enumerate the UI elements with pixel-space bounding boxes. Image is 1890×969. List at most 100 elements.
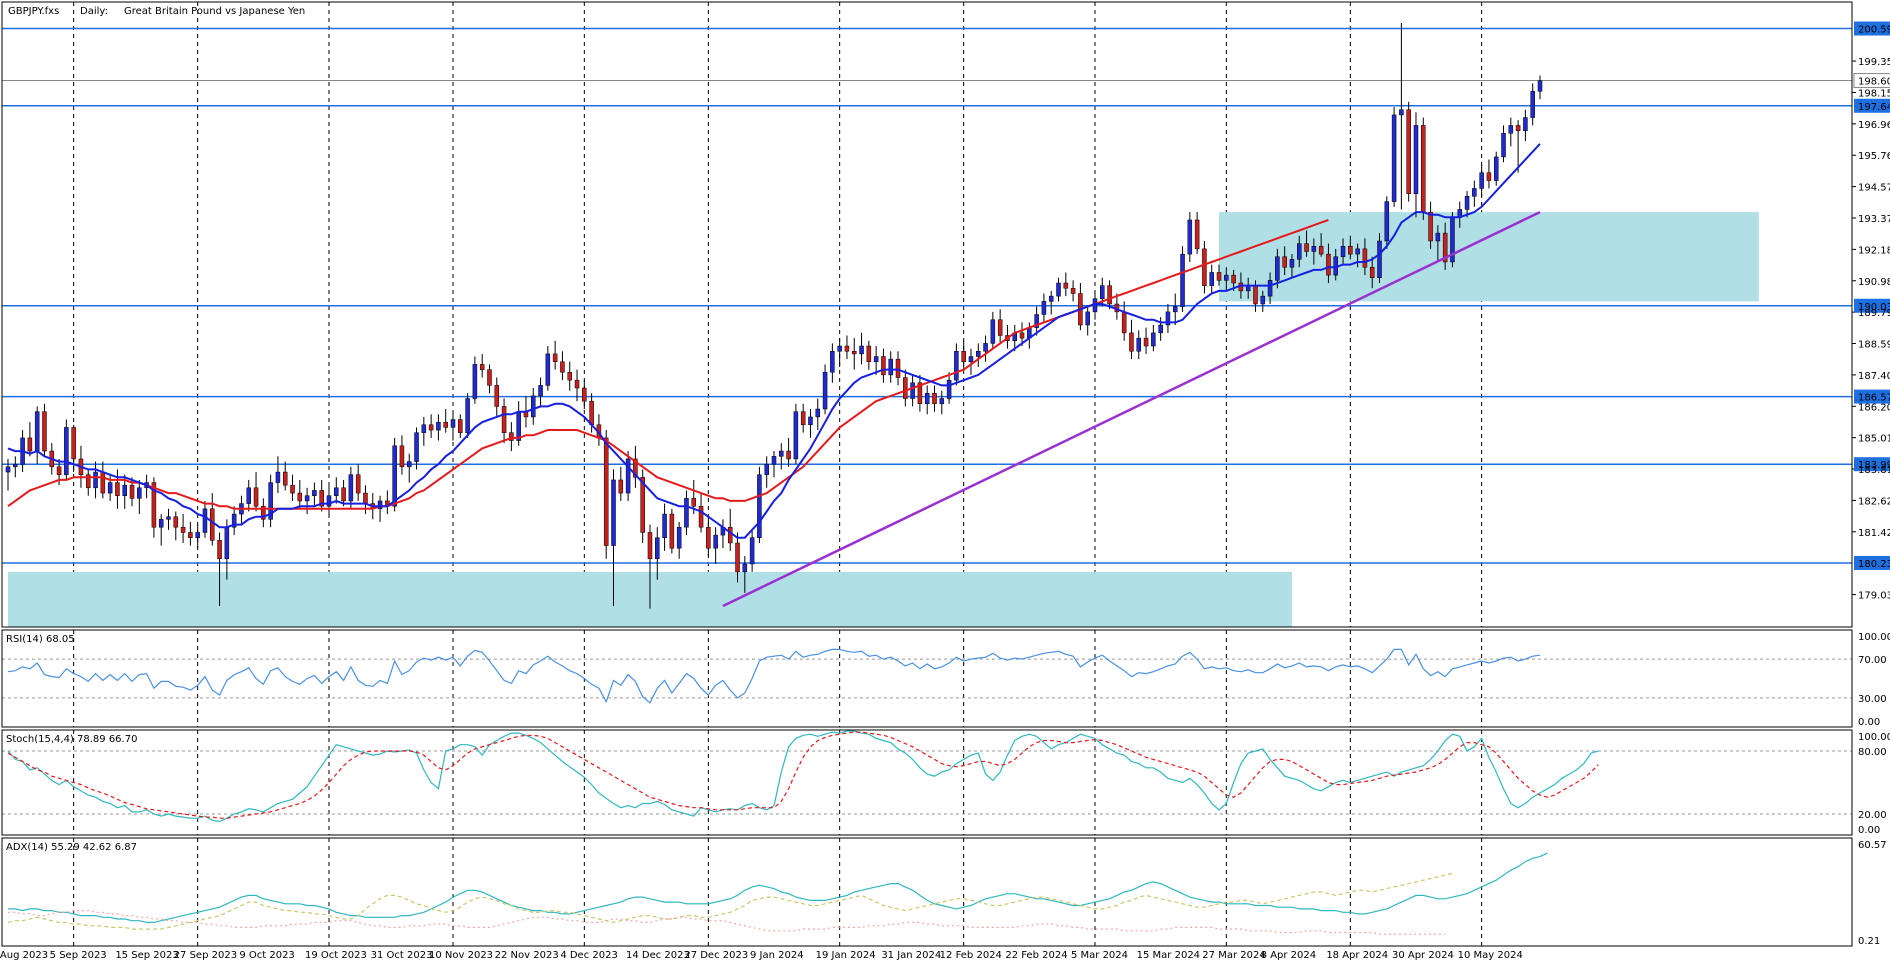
candle-bear	[56, 466, 62, 475]
candle-bear	[1486, 172, 1492, 181]
x-tick-label: 27 Dec 2023	[684, 950, 748, 961]
candle-bear	[932, 393, 937, 405]
candle-bear	[881, 356, 886, 376]
candle-bear	[1202, 248, 1207, 286]
candle-bear	[42, 411, 47, 452]
candle-bear	[1019, 332, 1025, 339]
indicator-y-tick: 0.00	[1858, 717, 1880, 728]
candle-bull	[779, 450, 784, 457]
indicator-title: ADX(14) 55.29 42.62 6.87	[6, 842, 137, 853]
candle-bull	[1508, 125, 1514, 134]
panel-frame-2	[1, 729, 1853, 836]
candle-bear	[1129, 332, 1134, 352]
level-price-tag	[1854, 21, 1890, 36]
candle-bear	[355, 474, 361, 494]
level-price-tag	[1854, 98, 1890, 113]
x-tick-label: 22 Feb 2024	[1005, 950, 1067, 961]
candle-bear	[997, 319, 1003, 336]
candle-bear	[1143, 337, 1149, 347]
candle-bull	[472, 364, 478, 399]
level-price-label: 180.238	[1858, 559, 1890, 570]
candle-bull	[662, 513, 667, 538]
candle-bear	[844, 345, 850, 352]
candle-bull	[676, 526, 682, 549]
candle-bear	[574, 379, 580, 389]
candle-bull	[655, 537, 660, 559]
candle-bull	[808, 416, 813, 426]
frame-layer	[1, 1, 1853, 947]
candle-bear	[582, 387, 587, 402]
candle-bull	[246, 487, 251, 504]
candle-bear	[1406, 109, 1411, 194]
indicator-layer	[2, 648, 1852, 935]
candle-bull	[888, 358, 893, 376]
y-tick-label: 185.010	[1858, 434, 1890, 445]
candle-bull	[1180, 253, 1185, 307]
candle-bull	[1289, 259, 1295, 268]
candle-bull	[1151, 332, 1156, 347]
candle-bear	[640, 477, 645, 533]
y-tick-label: 189.790	[1858, 308, 1890, 319]
candle-bear	[319, 490, 324, 507]
candle-bull	[1311, 245, 1317, 252]
candle-bull	[538, 385, 543, 397]
indicator-y-tick: 20.00	[1858, 810, 1887, 821]
candle-bull	[195, 532, 200, 538]
candle-bear	[917, 382, 923, 405]
candle-bull	[414, 432, 419, 462]
candle-bull	[1275, 256, 1280, 281]
candle-bull	[976, 351, 981, 357]
indicator-y-tick: 30.00	[1858, 694, 1887, 705]
candle-bull	[166, 516, 171, 520]
candle-bull	[1384, 201, 1390, 242]
candle-bull	[939, 398, 945, 405]
level-price-label: 190.033	[1858, 302, 1890, 313]
y-tick-label: 190.985	[1858, 277, 1890, 288]
x-tick-label: 27 Sep 2023	[174, 950, 237, 961]
x-tick-label: 9 Jan 2024	[750, 950, 804, 961]
x-tick-label: 31 Oct 2023	[371, 950, 433, 961]
chart-title-symbol: GBPJPY.fxs	[8, 6, 59, 17]
candle-bull	[946, 379, 952, 399]
candle-bull	[1493, 156, 1499, 181]
candle-bull	[304, 495, 310, 502]
candle-bull	[1297, 243, 1302, 260]
candle-bear	[1107, 285, 1112, 305]
x-tick-label: 10 Nov 2023	[429, 950, 493, 961]
candle-bull	[392, 445, 397, 507]
level-price-tag	[1854, 389, 1890, 404]
candle-bull	[231, 513, 237, 528]
candle-bull	[1187, 219, 1193, 255]
candle-bull	[924, 393, 930, 405]
candle-bear	[800, 411, 806, 426]
candle-bear	[188, 532, 193, 538]
candle-bear	[501, 406, 507, 433]
y-tick-label: 182.620	[1858, 496, 1890, 507]
candle-bull	[1377, 240, 1382, 278]
candle-bull	[1136, 337, 1142, 352]
rsi-line	[7, 648, 1541, 704]
candle-bear	[363, 492, 368, 504]
candle-bull	[859, 345, 864, 355]
candle-bear	[509, 432, 514, 441]
candle-bear	[85, 474, 91, 489]
candle-bear	[458, 419, 463, 433]
candle-bull	[421, 424, 427, 433]
current-price-label: 198.609	[1858, 77, 1890, 88]
candle-bear	[647, 532, 653, 559]
candle-bull	[531, 395, 536, 418]
x-tick-label: 4 Dec 2023	[560, 950, 618, 961]
panel-frame-3	[1, 837, 1853, 947]
x-tick-label: 12 Feb 2024	[940, 950, 1002, 961]
candle-bear	[180, 526, 186, 533]
candle-bull	[837, 345, 842, 352]
candle-bear	[1442, 232, 1448, 263]
candle-bear	[1318, 245, 1324, 255]
candle-bear	[297, 492, 303, 502]
candle-bull	[968, 356, 974, 363]
adx-line	[8, 852, 1548, 923]
candle-bull	[830, 351, 835, 373]
candle-bull	[1209, 272, 1214, 286]
x-tick-label: 27 Mar 2024	[1202, 950, 1265, 961]
